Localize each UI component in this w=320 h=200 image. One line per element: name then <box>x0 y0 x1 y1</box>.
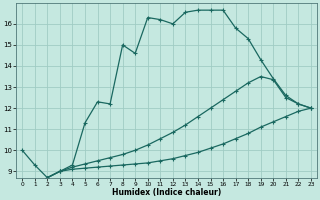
X-axis label: Humidex (Indice chaleur): Humidex (Indice chaleur) <box>112 188 221 197</box>
